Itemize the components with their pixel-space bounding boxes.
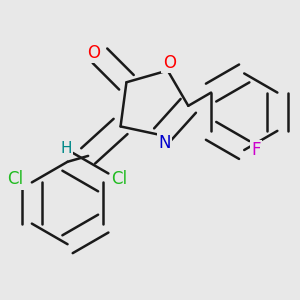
Text: H: H (60, 141, 72, 156)
Text: F: F (251, 141, 261, 159)
Text: O: O (163, 54, 176, 72)
Text: N: N (158, 134, 171, 152)
Text: O: O (88, 44, 100, 62)
Text: Cl: Cl (111, 170, 128, 188)
Text: Cl: Cl (8, 170, 24, 188)
